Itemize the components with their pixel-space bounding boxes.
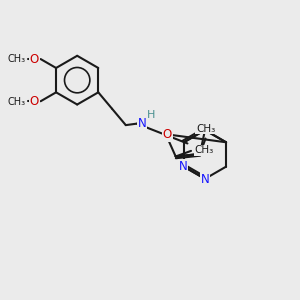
Text: O: O: [163, 128, 172, 141]
Text: CH₃: CH₃: [196, 124, 215, 134]
Text: CH₃: CH₃: [8, 97, 26, 106]
Text: CH₃: CH₃: [8, 54, 26, 64]
Text: N: N: [138, 117, 146, 130]
Text: CH₃: CH₃: [194, 145, 213, 155]
Text: N: N: [138, 117, 146, 130]
Text: N: N: [201, 173, 209, 186]
Text: O: O: [29, 95, 39, 108]
Text: H: H: [147, 110, 155, 120]
Text: N: N: [178, 160, 188, 173]
Text: O: O: [29, 52, 39, 66]
